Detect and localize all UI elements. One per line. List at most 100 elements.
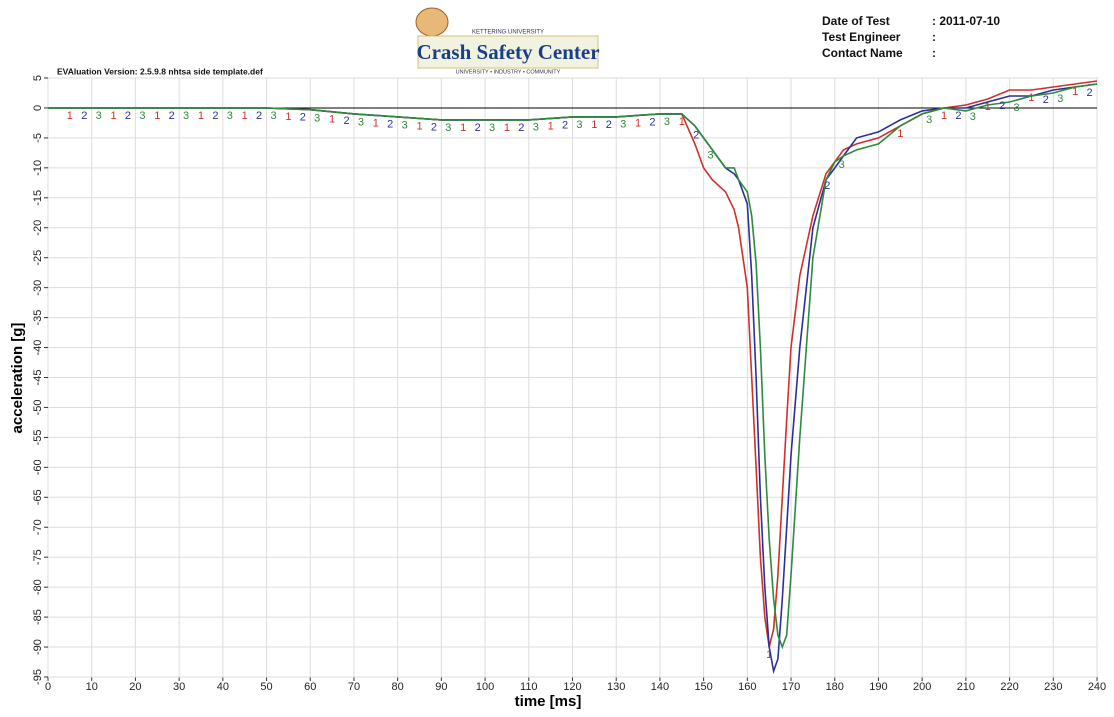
series-id: 1 [897,128,903,140]
x-tick-label: 10 [86,681,98,693]
series-id: 2 [475,122,481,134]
logo-bottom: UNIVERSITY • INDUSTRY • COMMUNITY [456,69,561,75]
series-id: 1 [1028,92,1034,104]
series-id: 1 [1072,86,1078,98]
series-id: 2 [824,180,830,192]
y-tick-label: 0 [32,105,44,111]
series-id: 1 [285,111,291,123]
series-id: 2 [606,119,612,131]
series-id: 3 [664,116,670,128]
series-id: 1 [548,120,554,132]
info-label: Date of Test [822,14,890,28]
y-tick-label: -15 [32,190,44,206]
x-tick-label: 210 [957,681,975,693]
x-tick-label: 60 [304,681,316,693]
x-tick-label: 0 [45,681,51,693]
x-tick-label: 170 [782,681,800,693]
series-id: 3 [183,110,189,122]
x-axis-label: time [ms] [515,693,582,710]
series-id: 2 [431,121,437,133]
series-id: 1 [329,114,335,126]
y-tick-label: -20 [32,220,44,236]
y-tick-label: -10 [32,160,44,176]
series-id: 1 [242,110,248,122]
version: EVAluation Version: 2.5.9.8 nhtsa side t… [57,66,263,76]
series-id: 3 [576,119,582,131]
y-axis-label: acceleration [g] [9,323,26,434]
x-tick-label: 120 [563,681,581,693]
y-tick-label: -75 [32,549,44,565]
series-id: 3 [227,110,233,122]
y-tick-label: 5 [32,75,44,81]
series-id: 1 [373,117,379,129]
series-id: 3 [358,116,364,128]
y-tick-label: -50 [32,399,44,415]
series-id: 3 [970,111,976,123]
x-tick-label: 180 [826,681,844,693]
series-id: 3 [839,159,845,171]
series-id: 2 [1087,87,1093,99]
y-tick-label: -95 [32,669,44,685]
series-id: 3 [489,122,495,134]
x-tick-label: 20 [129,681,141,693]
info-label: Test Engineer [822,30,901,44]
series-id: 1 [591,119,597,131]
series-id: 2 [125,110,131,122]
y-tick-label: -85 [32,609,44,625]
series-id: 2 [562,119,568,131]
series-id: 1 [504,122,510,134]
series-id: 3 [314,112,320,124]
series-id: 1 [111,110,117,122]
series-id: 1 [985,101,991,113]
series-id: 1 [154,110,160,122]
logo: KETTERING UNIVERSITY Crash Safety Center… [415,7,600,75]
x-tick-label: 220 [1000,681,1018,693]
series-id: 3 [270,110,276,122]
series-id: 1 [679,116,685,128]
series-id: 1 [460,122,466,134]
x-tick-label: 160 [738,681,756,693]
x-tick-label: 40 [217,681,229,693]
series-id: 2 [518,122,524,134]
x-tick-label: 230 [1044,681,1062,693]
logo-top: KETTERING UNIVERSITY [472,30,544,36]
series-id: 1 [198,110,204,122]
series-id: 3 [139,110,145,122]
series-id: 2 [955,110,961,122]
series-id: 2 [256,110,262,122]
y-tick-label: -45 [32,370,44,386]
series-id: 2 [81,110,87,122]
series-id: 3 [1057,93,1063,105]
series-id: 3 [533,121,539,133]
x-tick-label: 100 [476,681,494,693]
info-label: Contact Name [822,46,903,60]
series-id: 1 [635,117,641,129]
series-id: 3 [1014,102,1020,114]
y-tick-label: -35 [32,310,44,326]
logo-box [417,35,599,69]
y-tick-label: -5 [32,133,44,143]
x-tick-label: 150 [694,681,712,693]
series-id: 2 [300,111,306,123]
series-id: 1 [67,110,73,122]
y-tick-label: -65 [32,489,44,505]
series-id: 1 [941,110,947,122]
x-tick-label: 200 [913,681,931,693]
x-tick-label: 190 [869,681,887,693]
series-id: 2 [343,115,349,127]
series-id: 3 [96,110,102,122]
series-id: 3 [620,118,626,130]
y-tick-label: -80 [32,579,44,595]
series-id: 2 [212,110,218,122]
info-value: : [932,46,936,60]
x-tick-label: 30 [173,681,185,693]
series-id: 2 [387,118,393,130]
series-id: 3 [926,114,932,126]
x-tick-label: 80 [392,681,404,693]
info-value: : [932,30,936,44]
x-tick-label: 140 [651,681,669,693]
x-tick-label: 70 [348,681,360,693]
series-id: 3 [708,149,714,161]
series-id: 2 [649,116,655,128]
